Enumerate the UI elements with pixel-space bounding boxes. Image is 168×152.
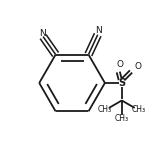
Text: O: O xyxy=(116,60,123,69)
Text: S: S xyxy=(118,78,125,88)
Text: O: O xyxy=(134,62,141,71)
Text: N: N xyxy=(95,26,102,35)
Text: N: N xyxy=(39,29,46,38)
Text: CH₃: CH₃ xyxy=(132,105,146,114)
Text: CH₃: CH₃ xyxy=(115,114,129,123)
Text: CH₃: CH₃ xyxy=(97,105,112,114)
